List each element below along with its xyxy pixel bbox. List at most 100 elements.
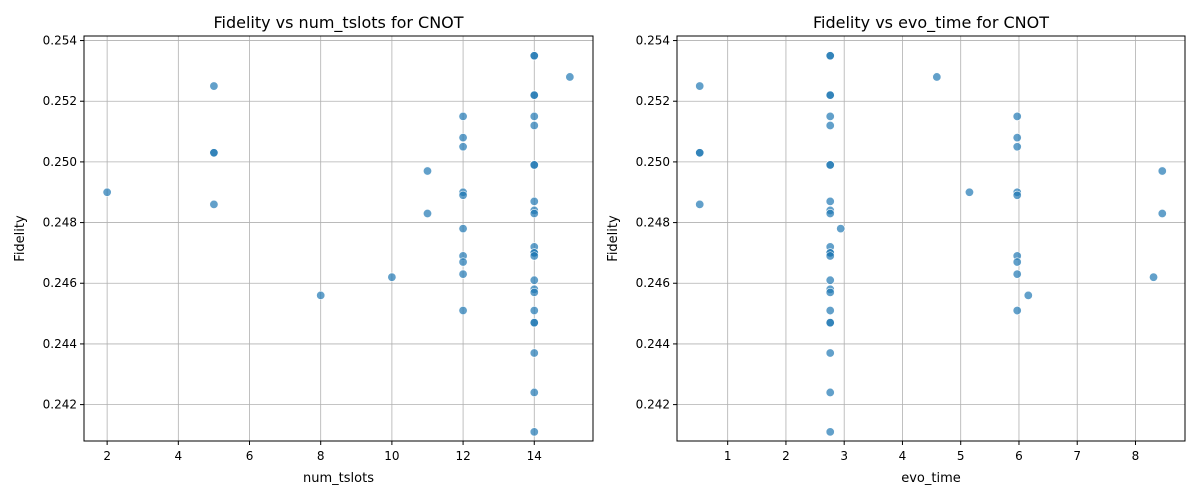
data-point [1012, 111, 1022, 121]
y-tick-label: 0.248 [43, 216, 77, 230]
data-point [458, 257, 468, 267]
data-point [825, 120, 835, 130]
x-axis-label: num_tslots [303, 471, 374, 486]
data-point [209, 81, 219, 91]
x-axis-label: evo_time [901, 471, 961, 486]
data-point [825, 287, 835, 297]
data-point [529, 90, 539, 100]
data-point [102, 187, 112, 197]
data-point [529, 348, 539, 358]
data-point [529, 120, 539, 130]
y-tick-label: 0.244 [636, 337, 670, 351]
data-point [458, 269, 468, 279]
data-point [825, 160, 835, 170]
x-tick-label: 5 [957, 449, 965, 463]
data-point [825, 196, 835, 206]
chart-title: Fidelity vs num_tslots for CNOT [213, 13, 463, 33]
data-point [529, 318, 539, 328]
data-point [387, 272, 397, 282]
data-point [1012, 142, 1022, 152]
data-point [825, 348, 835, 358]
data-point [825, 275, 835, 285]
data-point [1012, 257, 1022, 267]
data-point [825, 111, 835, 121]
data-point [529, 306, 539, 316]
y-tick-label: 0.252 [636, 94, 670, 108]
data-point [1023, 290, 1033, 300]
data-point [1157, 166, 1167, 176]
data-point [932, 72, 942, 82]
data-point [529, 275, 539, 285]
x-tick-label: 2 [103, 449, 111, 463]
data-point [458, 111, 468, 121]
data-point [1012, 133, 1022, 143]
data-point [529, 51, 539, 61]
y-tick-label: 0.248 [636, 216, 670, 230]
y-tick-label: 0.246 [43, 276, 77, 290]
x-tick-label: 10 [384, 449, 399, 463]
data-point [695, 199, 705, 209]
chart-evo-time: 1 2 3 4 5 6 7 8 0.242 0.244 0.246 0.248 0.250 0.252 0.… [606, 13, 1186, 486]
axes-frame [83, 35, 594, 442]
y-tick-label: 0.244 [43, 337, 77, 351]
data-point [1012, 269, 1022, 279]
y-tick-label: 0.252 [43, 94, 77, 108]
x-tick-label: 14 [527, 449, 542, 463]
y-tick-label: 0.242 [636, 398, 670, 412]
x-tick-label: 4 [175, 449, 183, 463]
x-tick-label: 2 [782, 449, 790, 463]
data-point [1157, 208, 1167, 218]
data-point [529, 251, 539, 261]
data-point [825, 306, 835, 316]
data-point [209, 199, 219, 209]
data-point [458, 133, 468, 143]
chart-num-tslots: 2 4 6 8 10 12 14 0.242 0.244 0.246 0.248 0.250 0.252… [13, 13, 594, 486]
data-point [422, 166, 432, 176]
data-point [825, 251, 835, 261]
data-point [529, 160, 539, 170]
axes-frame [676, 35, 1186, 442]
data-point [836, 224, 846, 234]
data-point [422, 208, 432, 218]
data-point [458, 142, 468, 152]
x-tick-label: 4 [899, 449, 907, 463]
y-tick-label: 0.242 [43, 398, 77, 412]
y-tick-label: 0.250 [636, 155, 670, 169]
data-point [964, 187, 974, 197]
data-point [695, 148, 705, 158]
data-point [695, 81, 705, 91]
y-tick-label: 0.246 [636, 276, 670, 290]
data-point [825, 318, 835, 328]
data-point [209, 148, 219, 158]
data-point [825, 208, 835, 218]
x-tick-label: 8 [1132, 449, 1140, 463]
data-point [825, 51, 835, 61]
data-point [1149, 272, 1159, 282]
data-point [1012, 306, 1022, 316]
y-tick-label: 0.250 [43, 155, 77, 169]
data-point [825, 387, 835, 397]
data-point [529, 387, 539, 397]
data-point [529, 287, 539, 297]
x-tick-label: 12 [455, 449, 470, 463]
data-point [529, 196, 539, 206]
data-point [825, 90, 835, 100]
data-point [825, 427, 835, 437]
y-axis-label: Fidelity [606, 215, 621, 262]
x-tick-label: 7 [1073, 449, 1081, 463]
x-tick-label: 6 [246, 449, 254, 463]
x-tick-label: 1 [724, 449, 732, 463]
y-axis-label: Fidelity [13, 215, 28, 262]
x-tick-label: 8 [317, 449, 325, 463]
data-point [458, 224, 468, 234]
x-tick-label: 6 [1015, 449, 1023, 463]
data-point [1012, 190, 1022, 200]
data-point [529, 111, 539, 121]
data-point [529, 208, 539, 218]
y-tick-label: 0.254 [43, 34, 77, 48]
data-point [565, 72, 575, 82]
x-tick-label: 3 [840, 449, 848, 463]
data-point [458, 306, 468, 316]
data-point [529, 427, 539, 437]
